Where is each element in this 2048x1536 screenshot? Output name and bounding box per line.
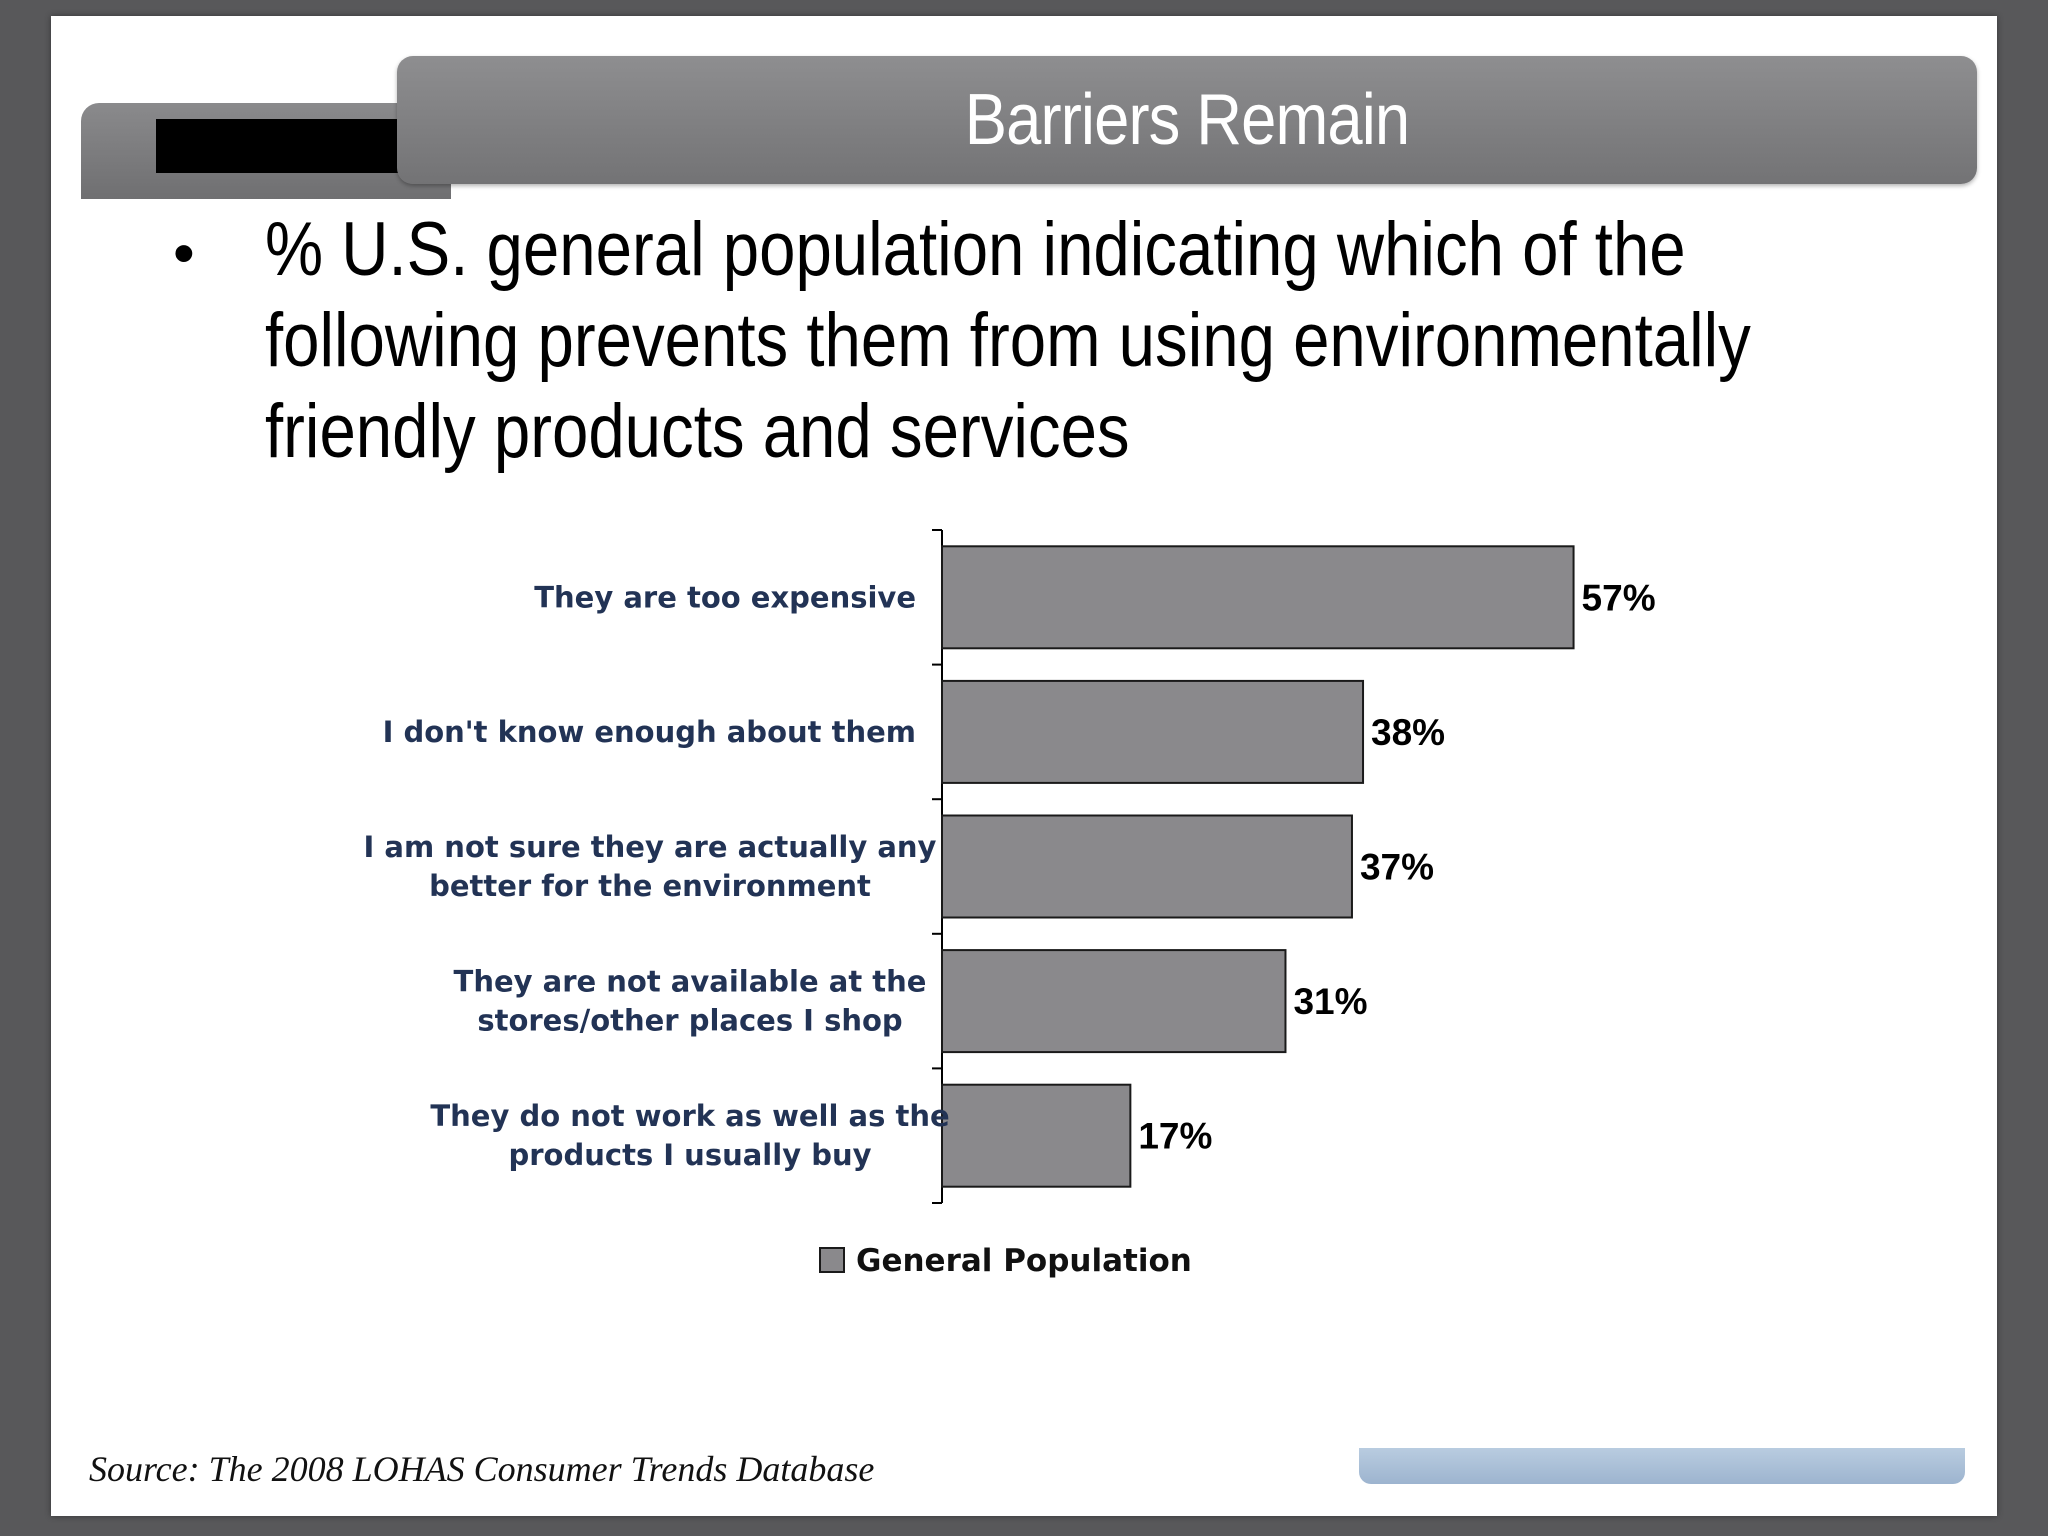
category-label: better for the environment <box>429 869 871 903</box>
bar <box>941 949 1287 1054</box>
category-label: They are not available at the <box>454 965 927 999</box>
legend-swatch <box>819 1247 845 1273</box>
data-label: 57% <box>1582 577 1656 618</box>
slide-title: Barriers Remain <box>964 80 1410 160</box>
legend-label: General Population <box>856 1243 1192 1279</box>
bullet-text: % U.S. general population indicating whi… <box>265 207 1751 474</box>
bar <box>941 1083 1132 1188</box>
source-citation: Source: The 2008 LOHAS Consumer Trends D… <box>89 1449 875 1489</box>
data-label: 31% <box>1293 981 1367 1022</box>
category-label: products I usually buy <box>509 1138 872 1172</box>
category-label: I am not sure they are actually any <box>364 830 937 864</box>
data-label: 38% <box>1371 712 1445 753</box>
redacted-logo <box>156 119 401 173</box>
bar <box>941 679 1365 784</box>
slide: Barriers Remain • % U.S. general populat… <box>51 16 1997 1516</box>
footer-accent-bar <box>1359 1448 1965 1484</box>
category-label: I don't know enough about them <box>383 715 916 749</box>
category-label: stores/other places I shop <box>477 1004 902 1038</box>
bullet-symbol: • <box>173 219 195 288</box>
header-tab <box>81 103 451 199</box>
title-bar: Barriers Remain <box>397 56 1977 184</box>
bar <box>941 545 1575 650</box>
category-label: They are too expensive <box>534 580 916 614</box>
data-label: 17% <box>1138 1116 1212 1157</box>
data-label: 37% <box>1360 847 1434 888</box>
bar <box>941 814 1353 919</box>
category-label: They do not work as well as the <box>430 1099 949 1133</box>
